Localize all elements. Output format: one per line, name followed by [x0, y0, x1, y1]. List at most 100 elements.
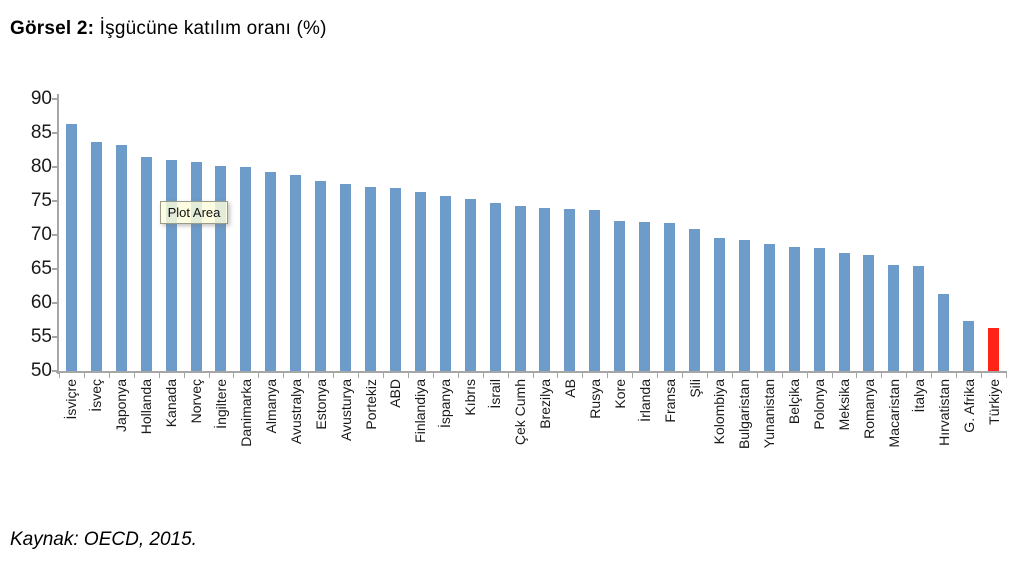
- x-axis-tick: [258, 373, 260, 378]
- x-axis-label-cell: Yunanistan: [757, 379, 782, 513]
- x-axis-label: AB: [561, 379, 578, 398]
- bar-Danimarka[interactable]: [240, 167, 252, 371]
- bar-Belçika[interactable]: [788, 246, 800, 371]
- x-axis-label-cell: Avusturya: [333, 379, 358, 513]
- x-axis-tick: [1006, 373, 1007, 378]
- bar-Estonya[interactable]: [315, 180, 327, 371]
- x-axis-tick: [781, 373, 783, 378]
- bar-Meksika[interactable]: [838, 252, 850, 371]
- bar-İtalya[interactable]: [913, 265, 925, 371]
- y-axis-tick-label: 65: [30, 258, 52, 279]
- x-axis-label-cell: Belçika: [782, 379, 807, 513]
- bar-İsveç[interactable]: [90, 141, 102, 371]
- bar-column: [557, 99, 582, 371]
- bar-Brezilya[interactable]: [539, 207, 551, 371]
- bar-Hırvatistan[interactable]: [938, 294, 950, 371]
- bar-column: [857, 99, 882, 371]
- x-axis-label-cell: Japonya: [109, 379, 134, 513]
- plot-area[interactable]: [59, 99, 1006, 371]
- x-axis-label-cell: Şili: [682, 379, 707, 513]
- y-axis-line: [57, 94, 59, 374]
- bar-Portekiz[interactable]: [365, 186, 377, 371]
- x-axis-tick: [906, 373, 908, 378]
- bar-Polonya[interactable]: [813, 247, 825, 371]
- x-axis-label-cell: İspanya: [433, 379, 458, 513]
- bar-Finlandiya[interactable]: [414, 191, 426, 371]
- bar-Macaristan[interactable]: [888, 264, 900, 371]
- x-axis-label-cell: Finlandiya: [408, 379, 433, 513]
- bar-İrlanda[interactable]: [639, 222, 651, 371]
- bar-column: [732, 99, 757, 371]
- bar-column: [433, 99, 458, 371]
- x-axis-tick: [582, 373, 584, 378]
- bar-Kolombiya[interactable]: [713, 237, 725, 371]
- bar-column: [233, 99, 258, 371]
- x-axis-tick: [183, 373, 185, 378]
- x-axis-label: İngiltere: [212, 379, 229, 429]
- bar-Japonya[interactable]: [115, 145, 127, 371]
- bar-series: [59, 99, 1006, 371]
- x-axis-label-cell: İrlanda: [632, 379, 657, 513]
- bar-column: [159, 99, 184, 371]
- x-axis-tick: [731, 373, 733, 378]
- bar-Türkiye[interactable]: [988, 328, 1000, 371]
- bar-Avustralya[interactable]: [290, 174, 302, 371]
- x-axis-label: Macaristan: [885, 379, 902, 448]
- x-axis-label: G. Afrika: [960, 379, 977, 433]
- x-axis-label: İsveç: [88, 379, 105, 412]
- x-axis-label: Kore: [611, 379, 628, 409]
- bar-Bulgaristan[interactable]: [738, 239, 750, 371]
- bar-Almanya[interactable]: [265, 172, 277, 371]
- x-axis-label: Yunanistan: [761, 379, 778, 449]
- bar-İsrail[interactable]: [489, 203, 501, 371]
- x-axis-tick: [507, 373, 509, 378]
- bar-column: [308, 99, 333, 371]
- x-axis-label-cell: Türkiye: [981, 379, 1006, 513]
- x-axis-label: İrlanda: [636, 379, 653, 422]
- x-axis-label-cell: İsrail: [483, 379, 508, 513]
- y-axis-tick-label: 90: [30, 88, 52, 109]
- bar-Rusya[interactable]: [589, 209, 601, 371]
- bar-Fransa[interactable]: [664, 222, 676, 371]
- x-axis-label-cell: Kolombiya: [707, 379, 732, 513]
- bar-Romanya[interactable]: [863, 255, 875, 371]
- bar-column: [508, 99, 533, 371]
- bar-column: [582, 99, 607, 371]
- bar-Çek Cumh[interactable]: [514, 205, 526, 371]
- x-axis-line: [56, 371, 1007, 373]
- x-axis-tick: [233, 373, 235, 378]
- y-axis-tick: [52, 268, 58, 270]
- bar-Kanada[interactable]: [165, 160, 177, 371]
- x-axis-tick: [283, 373, 285, 378]
- bar-ABD[interactable]: [389, 188, 401, 371]
- x-axis-label-cell: AB: [557, 379, 582, 513]
- x-axis-label: İtalya: [910, 379, 927, 413]
- bar-Norveç[interactable]: [190, 161, 202, 371]
- x-axis-tick: [407, 373, 409, 378]
- plot-area-tooltip: Plot Area: [160, 201, 228, 224]
- bar-Kore[interactable]: [614, 220, 626, 371]
- x-axis-label: Türkiye: [985, 379, 1002, 425]
- x-axis-tick: [931, 373, 933, 378]
- bar-AB[interactable]: [564, 208, 576, 371]
- bar-İngiltere[interactable]: [215, 166, 227, 371]
- bar-column: [458, 99, 483, 371]
- bar-column: [383, 99, 408, 371]
- bar-Yunanistan[interactable]: [763, 243, 775, 371]
- x-axis-tick: [83, 373, 85, 378]
- bar-İspanya[interactable]: [439, 195, 451, 371]
- bar-Şili[interactable]: [689, 228, 700, 371]
- bar-Hollanda[interactable]: [140, 156, 152, 371]
- bar-Avusturya[interactable]: [340, 184, 352, 371]
- bar-column: [59, 99, 84, 371]
- x-axis-label: İsviçre: [63, 379, 80, 420]
- bar-chart: 90 85 80 75 70 65 60 55 50 İsviçre İsveç Japonya Ho…: [30, 88, 1007, 513]
- x-axis-ticks: [59, 373, 1007, 378]
- x-axis-label: Kanada: [163, 379, 180, 428]
- x-axis-tick: [607, 373, 609, 378]
- x-axis-label-cell: Danimarka: [233, 379, 258, 513]
- bar-İsviçre[interactable]: [65, 124, 77, 371]
- x-axis-tick: [308, 373, 310, 378]
- bar-Kıbrıs[interactable]: [464, 199, 476, 371]
- bar-G. Afrika[interactable]: [963, 320, 975, 371]
